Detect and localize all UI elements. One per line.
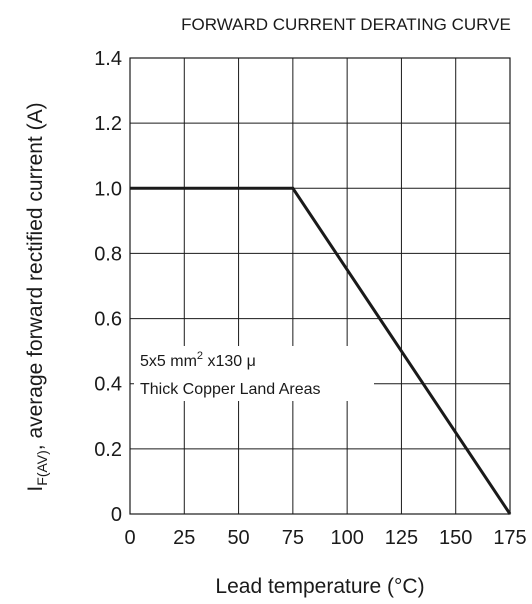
y-tick-label: 1.2 (94, 113, 122, 135)
chart-title: FORWARD CURRENT DERATING CURVE (181, 15, 511, 34)
y-tick-labels: 0 0.2 0.4 0.6 0.8 1.0 1.2 1.4 (94, 48, 122, 526)
y-tick-label: 0.4 (94, 374, 122, 396)
series-layer (130, 186, 512, 515)
x-tick-label: 50 (227, 527, 249, 549)
y-tick-label: 1.0 (94, 178, 122, 200)
annotation-line1: 5x5 mm2 x130 μ (140, 350, 256, 370)
derating-curve-line (130, 186, 512, 515)
x-tick-label: 25 (173, 527, 195, 549)
annotation-line2: Thick Copper Land Areas (140, 381, 321, 398)
x-tick-label: 150 (439, 527, 472, 549)
x-axis-label: Lead temperature (°C) (215, 575, 424, 598)
x-tick-label: 75 (282, 527, 304, 549)
plot-frame (129, 57, 511, 515)
x-tick-label: 125 (385, 527, 418, 549)
y-tick-label: 1.4 (94, 48, 122, 70)
y-tick-label: 0.6 (94, 309, 122, 331)
y-axis-label: IF(AV), average forward rectified curren… (24, 102, 50, 491)
y-tick-label: 0.2 (94, 439, 122, 461)
y-tick-label: 0 (111, 504, 122, 526)
grid (129, 57, 511, 515)
x-tick-label: 100 (330, 527, 363, 549)
x-tick-label: 0 (124, 527, 135, 549)
x-tick-label: 175 (493, 527, 526, 549)
annotation-background (134, 346, 374, 401)
y-tick-label: 0.8 (94, 243, 122, 265)
x-tick-labels: 0 25 50 75 100 125 150 175 (124, 527, 526, 549)
